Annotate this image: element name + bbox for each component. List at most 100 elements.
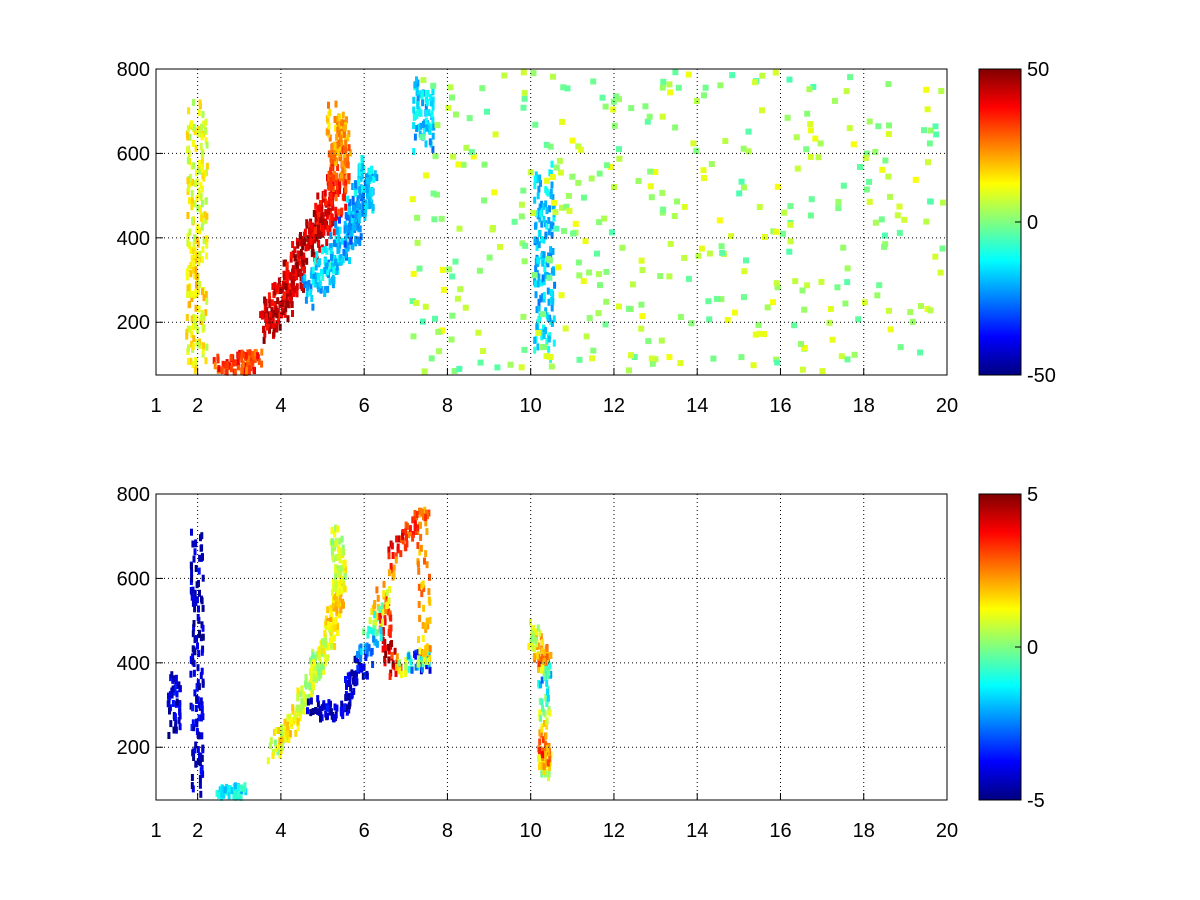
top-heatmap-cell [550,231,554,239]
top-heatmap-cell [834,284,841,291]
top-heatmap-cell [370,199,374,207]
top-heatmap-cell [198,250,202,258]
bottom-heatmap-cell [191,704,195,712]
top-heatmap-cell [240,367,244,375]
top-heatmap-cell [333,258,337,266]
top-heatmap-cell [326,268,330,275]
bottom-heatmap-cell [363,672,367,679]
top-heatmap-cell [427,109,431,117]
top-heatmap-cell [204,290,208,298]
top-heatmap-cell [475,329,482,336]
bottom-heatmap-cell [191,599,195,607]
top-heatmap-cell [521,89,528,96]
top-heatmap-cell [764,304,771,311]
top-heatmap-cell [193,128,197,136]
top-heatmap-cell [756,204,763,210]
bottom-heatmap-cell [243,785,247,793]
top-heatmap-cell [460,161,467,168]
bottom-heatmap-cell [322,667,326,675]
top-heatmap-cell [185,328,189,336]
bottom-heatmap-cell [548,662,552,670]
top-heatmap-cell [840,182,847,189]
top-heatmap-cell [312,272,316,279]
bottom-heatmap-cell [198,759,202,767]
top-heatmap-cell [361,209,365,217]
bottom-heatmap-cell [192,754,196,761]
top-heatmap-cell [253,356,257,363]
top-heatmap-cell [265,306,269,314]
top-y-tick-label: 800 [117,59,150,81]
top-heatmap-cell [501,72,508,79]
bottom-heatmap-cell [541,751,544,759]
top-heatmap-cell [200,133,204,141]
top-heatmap-cell [412,96,416,104]
top-heatmap-cell [418,90,422,98]
top-heatmap-cell [793,134,800,141]
top-heatmap-cell [545,256,552,263]
top-heatmap-cell [311,303,315,311]
bottom-heatmap-cell [428,616,432,624]
bottom-heatmap-cell [194,539,198,547]
top-heatmap-cell [907,309,914,316]
top-heatmap-cell [412,122,416,130]
top-heatmap-cell [659,113,666,120]
bottom-heatmap-cell [195,720,199,728]
bottom-heatmap-cell [417,567,421,575]
bottom-y-tick-label: 600 [117,568,150,590]
bottom-heatmap-cell [201,604,205,612]
top-heatmap-cell [278,287,282,294]
top-heatmap-cell [331,259,335,267]
bottom-heatmap-cell [329,700,332,708]
bottom-heatmap-cell [196,664,200,672]
top-heatmap-cell [307,279,311,287]
top-heatmap-cell [829,336,836,343]
top-heatmap-cell [332,239,336,247]
top-heatmap-cell [543,177,550,184]
bottom-heatmap-cell [538,729,542,737]
top-heatmap-cell [334,221,338,228]
top-heatmap-cell [283,282,286,290]
top-heatmap-cell [297,257,301,265]
bottom-heatmap-cell [327,621,331,629]
top-heatmap-cell [701,175,707,181]
top-heatmap-cell [365,185,369,193]
top-heatmap-cell [423,172,430,179]
bottom-heatmap-cell [383,655,387,663]
top-heatmap-cell [186,212,190,219]
top-heatmap-cell [341,144,345,152]
bottom-heatmap-cell [425,617,429,625]
top-heatmap-cell [317,273,321,280]
bottom-heatmap-cell [386,601,389,609]
top-heatmap-cell [203,169,207,177]
top-heatmap-cell [534,280,537,288]
bottom-heatmap-cell [167,700,171,707]
top-heatmap-cell [551,194,555,202]
top-heatmap-cell [321,274,325,281]
top-heatmap-cell [275,320,279,328]
bottom-heatmap-cell [167,732,171,739]
top-heatmap-cell [675,84,682,91]
bottom-heatmap-cell [538,747,542,755]
top-heatmap-cell [187,184,191,192]
bottom-heatmap-cell [170,671,174,679]
top-heatmap-cell [295,261,299,269]
bottom-heatmap-cell [387,552,391,560]
top-heatmap-cell [191,343,195,350]
top-heatmap-cell [346,154,350,161]
top-heatmap-cell [781,209,788,216]
bottom-heatmap-cell [538,761,542,769]
top-heatmap-cell [677,360,684,367]
top-heatmap-cell [543,141,550,148]
top-y-tick-label: 600 [117,143,150,165]
top-heatmap-cell [292,290,295,297]
top-heatmap-cell [728,233,735,240]
top-heatmap-cell [926,140,933,147]
top-heatmap-cell [309,271,313,279]
bottom-heatmap-cell [345,708,349,716]
top-heatmap-cell [305,284,309,291]
top-heatmap-cell [281,300,285,308]
top-heatmap-cell [204,357,208,365]
bottom-heatmap-cell [192,555,196,563]
bottom-heatmap-cell [416,649,420,657]
top-heatmap-cell [792,278,799,285]
